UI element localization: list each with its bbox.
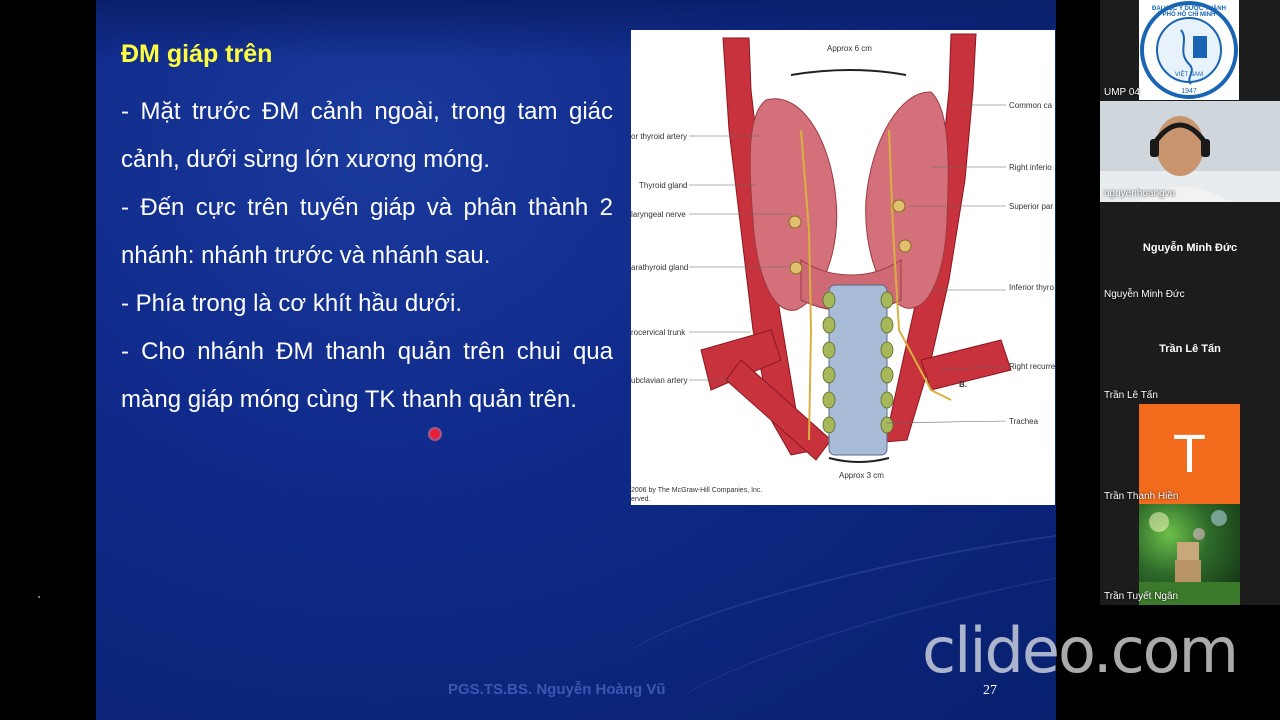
participant-tile[interactable]: Trần Lê Tấn Trần Lê Tấn — [1100, 303, 1280, 404]
university-logo: ĐẠI HỌC Y DƯỢC THÀNH PHỐ HỒ CHÍ MINH VIỆ… — [1139, 0, 1239, 100]
participant-name: Trần Lê Tấn — [1104, 390, 1158, 401]
participant-name: UMP 04 — [1104, 87, 1140, 98]
logo-country: VIỆT NAM — [1174, 72, 1204, 78]
thyroid-illustration — [689, 33, 1012, 463]
stray-dot — [38, 596, 40, 598]
figure-label: B. — [959, 380, 967, 389]
logo-year: 1947 — [1181, 88, 1197, 95]
figure-label: Inferior thyro — [1009, 283, 1054, 292]
figure-label: Superior par — [1009, 202, 1054, 211]
participant-tile[interactable]: Nguyễn Minh Đức Nguyễn Minh Đức — [1100, 202, 1280, 303]
profile-photo-image — [1139, 510, 1240, 605]
figure-copyright: 2006 by The McGraw-Hill Companies, Inc. — [631, 487, 763, 494]
figure-label: Trachea — [1009, 417, 1039, 426]
laser-pointer — [430, 429, 440, 439]
slide-footer-author: PGS.TS.BS. Nguyễn Hoàng Vũ — [448, 681, 666, 698]
thyroid-anatomy-figure: Approx 6 cm Approx 3 cm or thyroid arter… — [631, 30, 1055, 505]
figure-label: laryngeal nerve — [631, 210, 686, 219]
bullet-item: - Phía trong là cơ khít hầu dưới. — [121, 290, 463, 317]
figure-label: or thyroid artery — [631, 132, 688, 141]
bullet-item: - Đến cực trên tuyến giáp và phân thành … — [121, 194, 613, 269]
bullet-list: - Mặt trước ĐM cảnh ngoài, trong tam giá… — [121, 88, 613, 424]
figure-label: rocervical trunk — [631, 328, 686, 337]
figure-label: Right inferio — [1009, 163, 1052, 172]
participant-avatar: T — [1139, 404, 1240, 505]
participant-photo — [1139, 504, 1240, 605]
figure-copyright: erved. — [631, 496, 651, 503]
figure-label: arathyroid gland — [631, 263, 689, 272]
ump-logo-icon — [1140, 1, 1238, 99]
slide-title: ĐM giáp trên — [121, 40, 273, 68]
presentation-slide: ĐM giáp trên - Mặt trước ĐM cảnh ngoài, … — [96, 0, 1056, 720]
participant-tile[interactable]: T Trần Thanh Hiền — [1100, 404, 1280, 505]
figure-label: Approx 3 cm — [839, 471, 884, 480]
participant-tile[interactable]: Trần Tuyết Ngân — [1100, 504, 1280, 605]
logo-text: ĐẠI HỌC Y DƯỢC THÀNH PHỐ HỒ CHÍ MINH — [1152, 6, 1226, 18]
participant-display-name: Nguyễn Minh Đức — [1142, 242, 1238, 254]
bullet-item: - Cho nhánh ĐM thanh quản trên chui qua … — [121, 338, 613, 413]
bullet-item: - Mặt trước ĐM cảnh ngoài, trong tam giá… — [121, 98, 613, 173]
participant-name: Nguyễn Minh Đức — [1104, 289, 1185, 300]
participant-video — [1100, 101, 1280, 202]
figure-label: Thyroid gland — [639, 181, 688, 190]
participant-name: nguyenhoangvu — [1104, 188, 1176, 199]
clideo-watermark: clideo.com — [922, 614, 1239, 687]
participant-tile[interactable]: ĐẠI HỌC Y DƯỢC THÀNH PHỐ HỒ CHÍ MINH VIỆ… — [1100, 0, 1280, 101]
participant-name: Trần Thanh Hiền — [1104, 491, 1179, 502]
participant-tile[interactable]: nguyenhoangvu — [1100, 101, 1280, 202]
figure-label: Common ca — [1009, 101, 1053, 110]
slide-page-number: 27 — [983, 683, 997, 698]
figure-label: Approx 6 cm — [827, 44, 872, 53]
participant-name: Trần Tuyết Ngân — [1104, 591, 1179, 602]
figure-label: Right recurre — [1009, 362, 1055, 371]
speaker-video-frame — [1100, 101, 1280, 202]
figure-label: ubclavian artery — [631, 376, 688, 385]
participant-display-name: Trần Lê Tấn — [1159, 343, 1221, 355]
